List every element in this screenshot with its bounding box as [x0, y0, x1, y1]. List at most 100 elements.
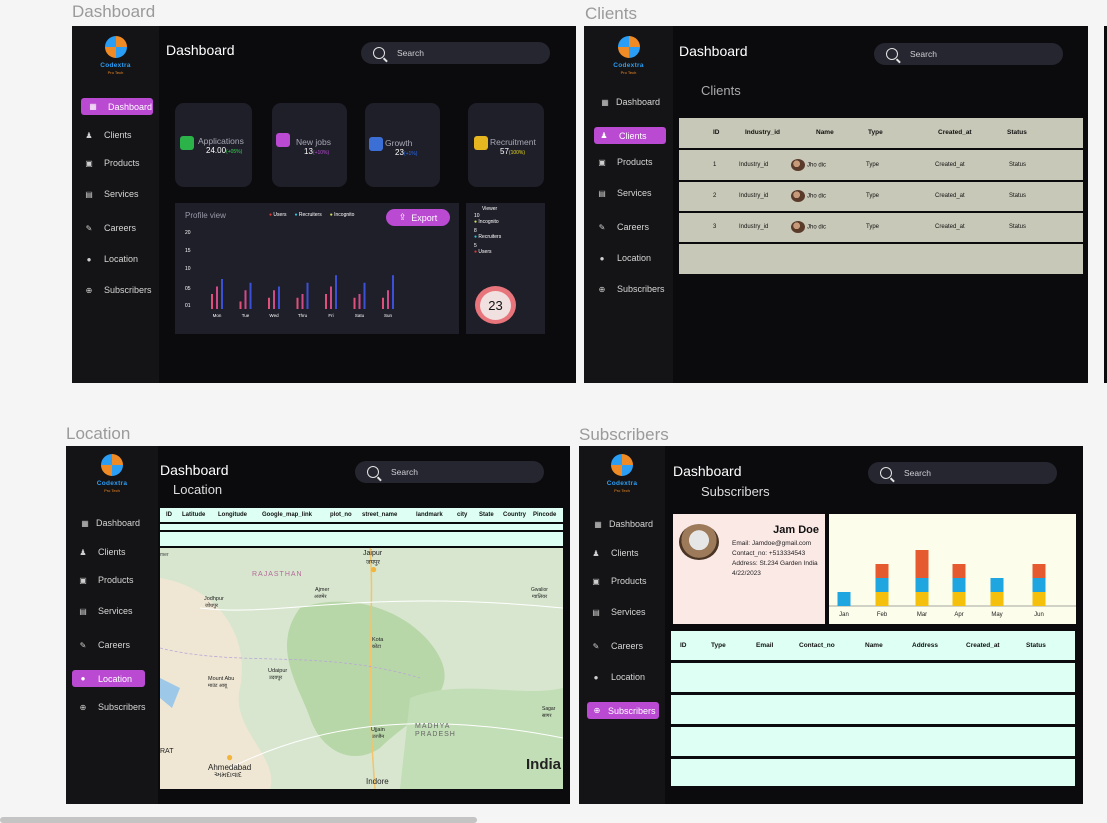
- page-title: Dashboard: [679, 43, 748, 59]
- search-placeholder: Search: [904, 468, 931, 478]
- sidebar-item-subscribers[interactable]: ⊕ Subscribers: [584, 284, 673, 294]
- table-row-empty: [671, 695, 1075, 724]
- search-input[interactable]: Search: [361, 42, 550, 64]
- sidebar-item-products[interactable]: ▣ Products: [584, 157, 673, 167]
- profile-address: Address: St.234 Garden India: [732, 560, 818, 567]
- sidebar-item-products[interactable]: ▣ Products: [72, 158, 159, 168]
- map-label-city-local: सागर: [542, 713, 552, 719]
- cell-industry: Industry_id: [739, 193, 769, 199]
- sidebar-item-careers[interactable]: ✎ Careers: [584, 222, 673, 232]
- bar-incognito: [306, 282, 309, 309]
- map-view[interactable]: mer RAJASTHAN Jaipur जयपुर ● Jodhpur जोध…: [160, 548, 563, 789]
- x-tick-label: Feb: [877, 612, 888, 618]
- table-row-empty: [160, 532, 563, 546]
- export-button[interactable]: ⇪ Export: [386, 209, 450, 226]
- cell-type: Type: [866, 193, 880, 199]
- legend-incognito: ● Incognito: [329, 212, 355, 218]
- products-icon: ▣: [85, 158, 93, 168]
- brand-tagline: Pro Tech: [107, 70, 124, 75]
- sidebar-item-dashboard[interactable]: ▦ Dashboard: [584, 97, 673, 107]
- profile-email: Email: Jamdoe@gmail.com: [732, 540, 812, 547]
- subscribers-table-header: ID Type Email Contact_no Name Address Cr…: [671, 631, 1075, 660]
- sidebar-item-products[interactable]: ▣ Products: [66, 575, 158, 585]
- column-header: ID: [680, 642, 687, 649]
- bar-incognito: [335, 275, 337, 309]
- search-input[interactable]: Search: [355, 461, 544, 483]
- sidebar-item-label: Services: [98, 606, 133, 616]
- brain-logo-icon: [104, 36, 127, 58]
- search-input[interactable]: Search: [874, 43, 1063, 65]
- sidebar-item-services[interactable]: ▤ Services: [579, 607, 665, 617]
- services-icon: ▤: [79, 606, 87, 616]
- location-pin-icon: ●: [86, 254, 92, 264]
- sidebar-item-label: Location: [617, 253, 652, 263]
- map-label-city-local: उदयपुर: [269, 675, 283, 681]
- cell-name: Jho dic: [791, 159, 826, 171]
- sidebar-item-services[interactable]: ▤ Services: [66, 606, 158, 616]
- sidebar-item-location[interactable]: ● Location: [584, 253, 673, 263]
- map-pin-icon[interactable]: ●: [370, 562, 378, 576]
- sidebar-item-dashboard[interactable]: ▦ Dashboard: [81, 98, 153, 115]
- sidebar-item-location[interactable]: ● Location: [72, 670, 145, 687]
- stat-value: 13: [304, 147, 313, 156]
- table-row[interactable]: 2 Industry_id Jho dic Type Created_at St…: [679, 182, 1083, 211]
- sidebar-item-clients[interactable]: ♟ Clients: [594, 127, 666, 144]
- map-pin-icon[interactable]: ●: [226, 750, 234, 764]
- horizontal-scrollbar[interactable]: [0, 817, 477, 823]
- sidebar-item-careers[interactable]: ✎ Careers: [579, 641, 665, 651]
- table-row-empty: [671, 727, 1075, 756]
- careers-icon: ✎: [79, 640, 87, 650]
- sidebar-item-services[interactable]: ▤ Services: [72, 189, 159, 199]
- profile-details: Email: Jamdoe@gmail.com Contact_no: +513…: [732, 540, 822, 578]
- sidebar-item-subscribers[interactable]: ⊕ Subscribers: [72, 285, 159, 295]
- sidebar-item-dashboard[interactable]: ▦ Dashboard: [579, 519, 665, 529]
- sidebar-item-location[interactable]: ● Location: [579, 672, 665, 682]
- sidebar-item-clients[interactable]: ♟ Clients: [72, 130, 159, 140]
- search-input[interactable]: Search: [868, 462, 1057, 484]
- column-header: Google_map_link: [262, 512, 313, 518]
- sidebar-item-subscribers[interactable]: ⊕ Subscribers: [587, 702, 659, 719]
- stat-card-growth[interactable]: Growth 23(+1%): [365, 103, 440, 187]
- sidebar-item-dashboard[interactable]: ▦ Dashboard: [66, 518, 158, 528]
- sidebar-item-clients[interactable]: ♟ Clients: [579, 548, 665, 558]
- stat-card-recruitment[interactable]: Recruitment 57(100%): [468, 103, 544, 187]
- sidebar-item-location[interactable]: ● Location: [72, 254, 159, 264]
- location-pin-icon: ●: [599, 253, 605, 263]
- sidebar-item-label: Clients: [611, 548, 639, 558]
- sidebar-item-label: Location: [611, 672, 646, 682]
- bar-recruiters: [387, 290, 389, 309]
- sidebar-item-subscribers[interactable]: ⊕ Subscribers: [66, 702, 158, 712]
- products-icon: ▣: [592, 576, 600, 586]
- sidebar-item-clients[interactable]: ♟ Clients: [66, 547, 158, 557]
- sidebar-item-label: Careers: [98, 640, 131, 650]
- sidebar-item-label: Location: [98, 673, 133, 684]
- stacked-bar-segment: [990, 578, 1004, 592]
- sidebar-item-careers[interactable]: ✎ Careers: [66, 640, 158, 650]
- page-subtitle: Subscribers: [701, 484, 770, 499]
- viewer-total-ring: 23: [475, 286, 516, 324]
- x-tick-label: Wed: [269, 313, 279, 318]
- bar-recruiters: [273, 290, 275, 309]
- x-tick-label: Thru: [298, 313, 308, 318]
- x-tick-label: Mar: [917, 612, 927, 618]
- stat-value: 57: [500, 147, 509, 156]
- table-row[interactable]: 3 Industry_id Jho dic Type Created_at St…: [679, 213, 1083, 242]
- map-label-city-local: जयपुर: [366, 560, 380, 566]
- map-label-city: Udaipur: [268, 668, 288, 674]
- sidebar-item-label: Services: [611, 607, 646, 617]
- y-tick-label: 10: [185, 266, 191, 272]
- careers-icon: ✎: [598, 222, 606, 232]
- user-icon: ♟: [600, 131, 608, 140]
- dashboard-frame: Codextra Pro Tech ▦ Dashboard ♟ Clients ▣ P…: [72, 26, 576, 383]
- page-subtitle: Location: [173, 482, 223, 497]
- sidebar-item-label: Dashboard: [96, 518, 141, 528]
- sidebar-item-label: Products: [104, 158, 140, 168]
- sidebar-item-services[interactable]: ▤ Services: [584, 188, 673, 198]
- bar-recruiters: [216, 286, 218, 309]
- sidebar-item-careers[interactable]: ✎ Careers: [72, 223, 159, 233]
- map-label-city: Sagar: [542, 706, 556, 712]
- stat-card-new-jobs[interactable]: New jobs 13(+10%): [272, 103, 347, 187]
- table-row[interactable]: 1 Industry_id Jho dic Type Created_at St…: [679, 150, 1083, 180]
- sidebar-item-products[interactable]: ▣ Products: [579, 576, 665, 586]
- stat-card-applications[interactable]: Applications 24.00(+05%): [175, 103, 252, 187]
